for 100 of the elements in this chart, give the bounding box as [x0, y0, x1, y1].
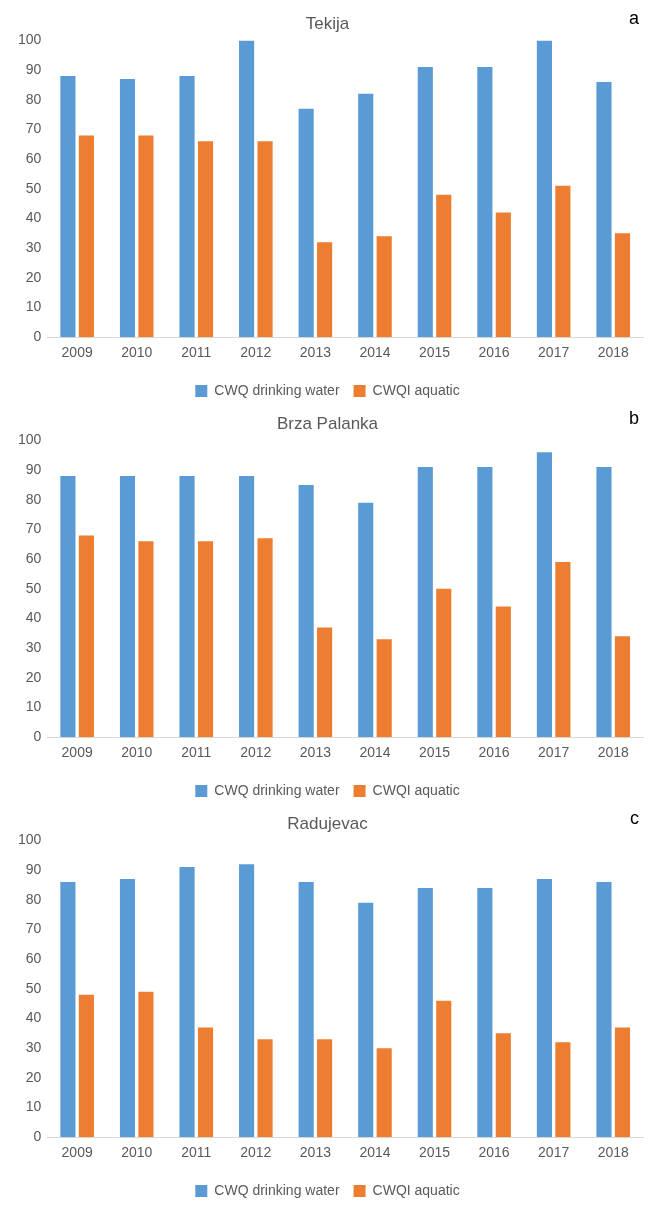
y-tick-label: 90 [25, 460, 42, 477]
bar [555, 1042, 571, 1138]
bar [376, 639, 392, 738]
bar [197, 1027, 214, 1138]
x-tick-label: 2011 [181, 744, 212, 761]
bar [477, 887, 493, 1138]
y-tick-label: 20 [25, 268, 42, 285]
y-tick-label: 30 [25, 1039, 42, 1056]
bar [138, 991, 154, 1138]
x-tick-label: 2012 [240, 744, 272, 761]
bar [179, 867, 195, 1138]
text: c [630, 807, 639, 828]
bar [555, 562, 571, 738]
bar [119, 878, 136, 1138]
x-tick-label: 2018 [597, 1144, 629, 1161]
x-tick-label: 2014 [359, 1144, 391, 1161]
bar [317, 242, 333, 338]
chart-title: Tekija [305, 13, 350, 33]
bar [614, 1027, 631, 1138]
x-tick-label: 2012 [240, 1144, 272, 1161]
bar [536, 878, 552, 1138]
x-tick-label: 2009 [61, 744, 93, 761]
x-tick-label: 2014 [359, 744, 391, 761]
x-tick-label: 2009 [61, 344, 93, 361]
y-tick-label: 100 [18, 431, 42, 448]
legend-label: CWQ drinking water [214, 381, 340, 398]
bar [257, 538, 273, 738]
legend-label: CWQ drinking water [214, 781, 340, 798]
x-tick-label: 2015 [418, 744, 451, 761]
bar [477, 67, 493, 338]
bar [119, 78, 136, 338]
y-tick-label: 30 [25, 239, 42, 256]
y-tick-label: 70 [25, 120, 42, 137]
y-tick-label: 80 [25, 890, 42, 907]
bar [376, 236, 392, 338]
bar [436, 194, 452, 338]
legend-label: CWQI aquatic [372, 1181, 460, 1198]
bar [239, 864, 255, 1138]
y-tick-label: 20 [25, 1068, 42, 1085]
bar [60, 76, 76, 338]
x-tick-label: 2013 [299, 744, 332, 761]
y-tick-label: 20 [25, 668, 42, 685]
bar [417, 67, 433, 338]
legend-label: CWQI aquatic [372, 381, 460, 398]
bar [358, 902, 374, 1138]
bar [596, 881, 612, 1138]
y-tick-label: 40 [25, 1009, 42, 1026]
bar [376, 1048, 392, 1138]
bar [60, 476, 76, 738]
bar [436, 588, 452, 738]
y-tick-label: 100 [18, 831, 42, 848]
bar [138, 135, 154, 338]
x-tick-label: 2011 [181, 1144, 212, 1161]
bar [536, 452, 552, 738]
y-tick-label: 0 [33, 728, 42, 745]
x-tick-label: 2009 [61, 1144, 93, 1161]
bar [78, 535, 94, 738]
y-tick-label: 90 [25, 60, 42, 77]
x-tick-label: 2014 [359, 344, 391, 361]
bar [614, 636, 631, 738]
bar [78, 994, 94, 1138]
y-tick-label: 10 [25, 698, 42, 715]
bar [239, 476, 255, 738]
x-tick-label: 2010 [121, 1144, 153, 1161]
bar [179, 476, 195, 738]
bar [197, 141, 214, 338]
bar [555, 185, 571, 338]
x-tick-label: 2017 [538, 344, 570, 361]
y-tick-label: 10 [25, 298, 42, 315]
bar [317, 627, 333, 738]
x-tick-label: 2017 [538, 1144, 570, 1161]
chart-title: Radujevac [287, 813, 369, 833]
y-tick-label: 80 [25, 90, 42, 107]
bar [417, 467, 433, 738]
text: a [628, 7, 640, 28]
x-tick-label: 2013 [299, 344, 332, 361]
x-tick-label: 2016 [478, 344, 510, 361]
bar [495, 212, 511, 338]
bar [298, 108, 314, 338]
bar [536, 40, 552, 338]
chart-title: Brza Palanka [276, 413, 379, 433]
bar [239, 40, 255, 338]
bar [358, 502, 374, 738]
y-tick-label: 60 [25, 549, 42, 566]
x-tick-label: 2018 [597, 744, 629, 761]
x-tick-label: 2017 [538, 744, 570, 761]
y-tick-label: 60 [25, 949, 42, 966]
y-tick-label: 40 [25, 209, 42, 226]
bar [417, 887, 433, 1138]
bar [257, 1039, 273, 1138]
bar [119, 476, 136, 738]
bar [495, 1033, 511, 1138]
bar [138, 541, 154, 738]
x-tick-label: 2018 [597, 344, 629, 361]
x-tick-label: 2010 [121, 344, 153, 361]
y-tick-label: 70 [25, 920, 42, 937]
x-tick-label: 2016 [478, 1144, 510, 1161]
text: b [628, 407, 639, 428]
bar [596, 467, 612, 738]
x-tick-label: 2016 [478, 744, 510, 761]
